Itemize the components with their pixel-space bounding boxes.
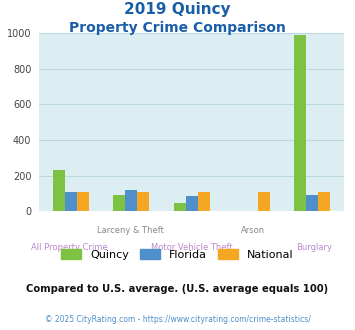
Text: Burglary: Burglary	[296, 243, 332, 251]
Text: Larceny & Theft: Larceny & Theft	[97, 226, 164, 235]
Text: © 2025 CityRating.com - https://www.cityrating.com/crime-statistics/: © 2025 CityRating.com - https://www.city…	[45, 315, 310, 324]
Text: Motor Vehicle Theft: Motor Vehicle Theft	[151, 243, 233, 251]
Bar	[65, 192, 77, 211]
Text: Compared to U.S. average. (U.S. average equals 100): Compared to U.S. average. (U.S. average …	[26, 284, 329, 294]
Text: Property Crime Comparison: Property Crime Comparison	[69, 21, 286, 35]
Text: 2019 Quincy: 2019 Quincy	[124, 2, 231, 16]
Bar	[294, 35, 306, 211]
Bar	[318, 192, 331, 211]
Bar	[186, 196, 198, 211]
Bar	[198, 192, 210, 211]
Bar	[77, 192, 89, 211]
Text: Arson: Arson	[241, 226, 265, 235]
Bar	[137, 192, 149, 211]
Bar	[174, 203, 186, 211]
Legend: Quincy, Florida, National: Quincy, Florida, National	[57, 245, 298, 264]
Bar	[306, 195, 318, 211]
Text: All Property Crime: All Property Crime	[31, 243, 108, 251]
Bar	[125, 190, 137, 211]
Bar	[113, 195, 125, 211]
Bar	[258, 192, 270, 211]
Bar	[53, 170, 65, 211]
